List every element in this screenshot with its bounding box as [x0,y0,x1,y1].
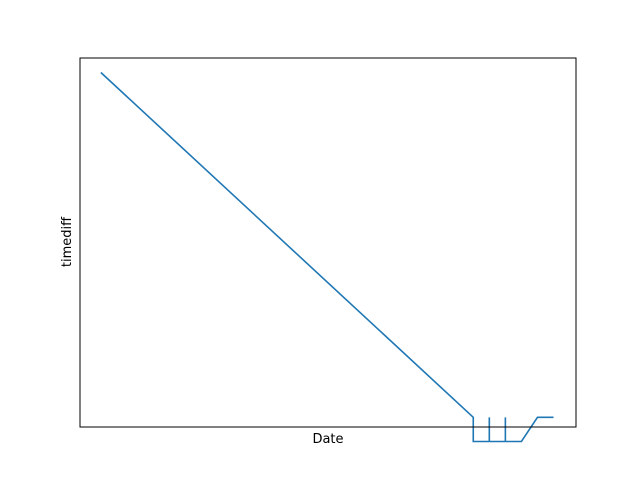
plot-frame [79,57,577,428]
x-axis-label: Date [312,432,343,447]
plot-area [80,58,576,427]
series-layer [100,71,554,443]
y-axis-label: timediff [60,216,75,267]
series-line-0 [100,71,554,443]
